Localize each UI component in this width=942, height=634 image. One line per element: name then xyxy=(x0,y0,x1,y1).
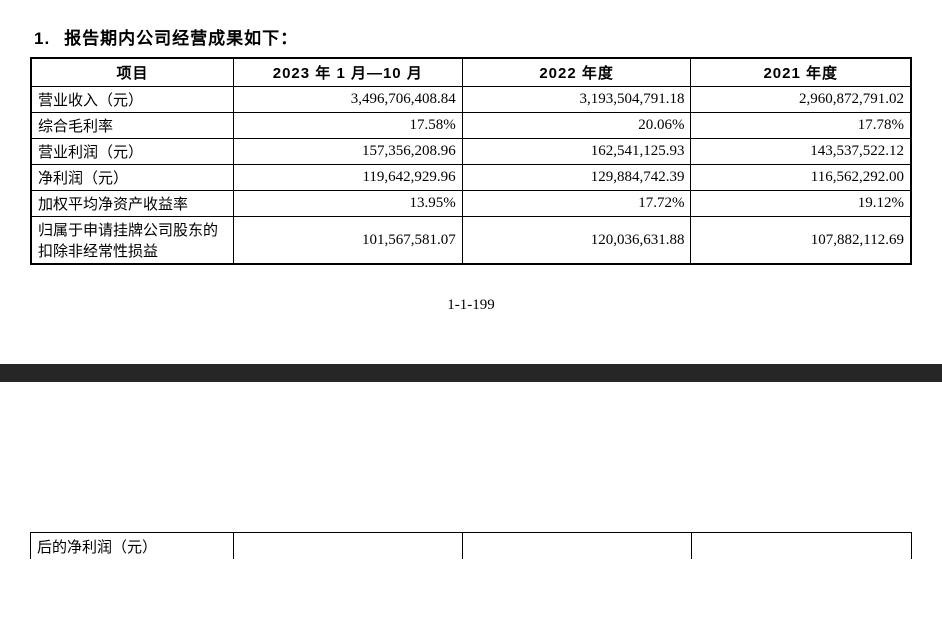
results-thead: 项目2023 年 1 月—10 月2022 年度2021 年度 xyxy=(31,58,911,87)
cell-value: 107,882,112.69 xyxy=(691,217,911,265)
results-tbody: 营业收入（元）3,496,706,408.843,193,504,791.182… xyxy=(31,87,911,265)
row-label: 净利润（元） xyxy=(31,165,233,191)
cell-value: 120,036,631.88 xyxy=(462,217,691,265)
table-row: 营业利润（元）157,356,208.96162,541,125.93143,5… xyxy=(31,139,911,165)
cell-value: 17.72% xyxy=(462,191,691,217)
cell-value: 119,642,929.96 xyxy=(233,165,462,191)
footer-table: 后的净利润（元） xyxy=(30,532,912,559)
row-label: 归属于申请挂牌公司股东的扣除非经常性损益 xyxy=(31,217,233,265)
cell-value: 17.58% xyxy=(233,113,462,139)
cell-value: 2,960,872,791.02 xyxy=(691,87,911,113)
cell-value: 19.12% xyxy=(691,191,911,217)
header-row: 项目2023 年 1 月—10 月2022 年度2021 年度 xyxy=(31,58,911,87)
col-header-3: 2021 年度 xyxy=(691,58,911,87)
footer-cell xyxy=(233,533,462,560)
results-table: 项目2023 年 1 月—10 月2022 年度2021 年度 营业收入（元）3… xyxy=(30,57,912,265)
cell-value: 162,541,125.93 xyxy=(462,139,691,165)
cell-value: 20.06% xyxy=(462,113,691,139)
table-row: 净利润（元）119,642,929.96129,884,742.39116,56… xyxy=(31,165,911,191)
footer-tbody: 后的净利润（元） xyxy=(31,533,912,560)
table-row: 归属于申请挂牌公司股东的扣除非经常性损益101,567,581.07120,03… xyxy=(31,217,911,265)
table-row: 营业收入（元）3,496,706,408.843,193,504,791.182… xyxy=(31,87,911,113)
page-number: 1-1-199 xyxy=(30,297,912,314)
cell-value: 13.95% xyxy=(233,191,462,217)
footer-row: 后的净利润（元） xyxy=(31,533,912,560)
page-separator-bar xyxy=(0,364,942,382)
table-row: 综合毛利率17.58%20.06%17.78% xyxy=(31,113,911,139)
col-header-2: 2022 年度 xyxy=(462,58,691,87)
row-label: 综合毛利率 xyxy=(31,113,233,139)
col-header-0: 项目 xyxy=(31,58,233,87)
cell-value: 129,884,742.39 xyxy=(462,165,691,191)
heading-text: 报告期内公司经营成果如下： xyxy=(64,29,298,48)
cell-value: 17.78% xyxy=(691,113,911,139)
footer-cell xyxy=(462,533,691,560)
row-label: 营业利润（元） xyxy=(31,139,233,165)
cell-value: 3,193,504,791.18 xyxy=(462,87,691,113)
heading-number: 1. xyxy=(34,29,50,48)
cell-value: 116,562,292.00 xyxy=(691,165,911,191)
row-label: 加权平均净资产收益率 xyxy=(31,191,233,217)
blank-gap xyxy=(30,382,912,532)
cell-value: 157,356,208.96 xyxy=(233,139,462,165)
section-heading: 1. 报告期内公司经营成果如下： xyxy=(34,24,912,49)
cell-value: 101,567,581.07 xyxy=(233,217,462,265)
footer-row-label: 后的净利润（元） xyxy=(31,533,234,560)
table-row: 加权平均净资产收益率13.95%17.72%19.12% xyxy=(31,191,911,217)
row-label: 营业收入（元） xyxy=(31,87,233,113)
cell-value: 3,496,706,408.84 xyxy=(233,87,462,113)
footer-cell xyxy=(691,533,911,560)
cell-value: 143,537,522.12 xyxy=(691,139,911,165)
col-header-1: 2023 年 1 月—10 月 xyxy=(233,58,462,87)
